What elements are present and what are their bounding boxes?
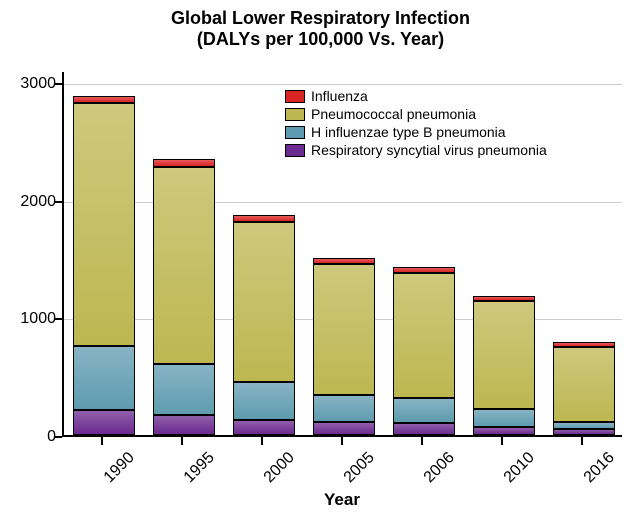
x-axis-label: Year [22,490,641,510]
bar-segment [73,410,135,435]
bar-segment [473,409,535,427]
ytick-label: 2000 [6,193,56,211]
bar-2005 [313,258,375,435]
bar-2000 [233,215,295,435]
xtick-mark [101,437,103,445]
bar-segment [73,346,135,411]
bar-segment [393,423,455,435]
legend-swatch [285,126,305,139]
bar-segment [153,364,215,415]
legend-label: Respiratory syncytial virus pneumonia [311,142,547,158]
legend-label: H influenzae type B pneumonia [311,124,506,140]
title-line-2: (DALYs per 100,000 Vs. Year) [0,29,641,50]
bar-segment [313,264,375,395]
bar-segment [233,420,295,435]
xtick-label: 2000 [261,449,299,487]
ytick-mark [54,436,62,438]
xtick-mark [421,437,423,445]
bar-segment [153,159,215,166]
bar-segment [313,395,375,422]
xtick-label: 2006 [421,449,459,487]
ytick-mark [54,83,62,85]
legend-label: Influenza [311,88,368,104]
chart-container: Global Lower Respiratory Infection (DALY… [0,0,641,514]
bar-2016 [553,342,615,435]
xtick-label: 2016 [581,449,619,487]
chart-title: Global Lower Respiratory Infection (DALY… [0,8,641,50]
legend-swatch [285,90,305,103]
bar-1995 [153,159,215,435]
legend: Influenza Pneumococcal pneumonia H influen… [285,88,547,160]
legend-item: Influenza [285,88,547,104]
bar-segment [393,273,455,399]
xtick-label: 1995 [181,449,219,487]
bar-segment [153,415,215,435]
legend-swatch [285,144,305,157]
bar-segment [473,427,535,435]
bar-2010 [473,296,535,435]
xtick-label: 2005 [341,449,379,487]
xtick-label: 2010 [501,449,539,487]
ytick-label: 0 [6,428,56,446]
xtick-mark [581,437,583,445]
bar-segment [313,422,375,435]
legend-item: Respiratory syncytial virus pneumonia [285,142,547,158]
bar-segment [553,429,615,435]
xtick-mark [181,437,183,445]
ytick-label: 1000 [6,310,56,328]
xtick-mark [341,437,343,445]
bar-segment [233,215,295,222]
ytick-mark [54,318,62,320]
ytick-mark [54,201,62,203]
legend-item: H influenzae type B pneumonia [285,124,547,140]
bar-segment [73,96,135,103]
xtick-label: 1990 [101,449,139,487]
legend-item: Pneumococcal pneumonia [285,106,547,122]
bar-segment [473,301,535,409]
bar-segment [233,222,295,382]
bar-1990 [73,96,135,435]
bar-segment [393,398,455,423]
title-line-1: Global Lower Respiratory Infection [0,8,641,29]
bar-segment [73,103,135,346]
bar-segment [553,422,615,429]
xtick-mark [501,437,503,445]
bar-segment [153,167,215,365]
bar-2006 [393,267,455,435]
legend-swatch [285,108,305,121]
xtick-mark [261,437,263,445]
bar-segment [233,382,295,420]
legend-label: Pneumococcal pneumonia [311,106,476,122]
bar-segment [553,347,615,422]
ytick-label: 3000 [6,75,56,93]
